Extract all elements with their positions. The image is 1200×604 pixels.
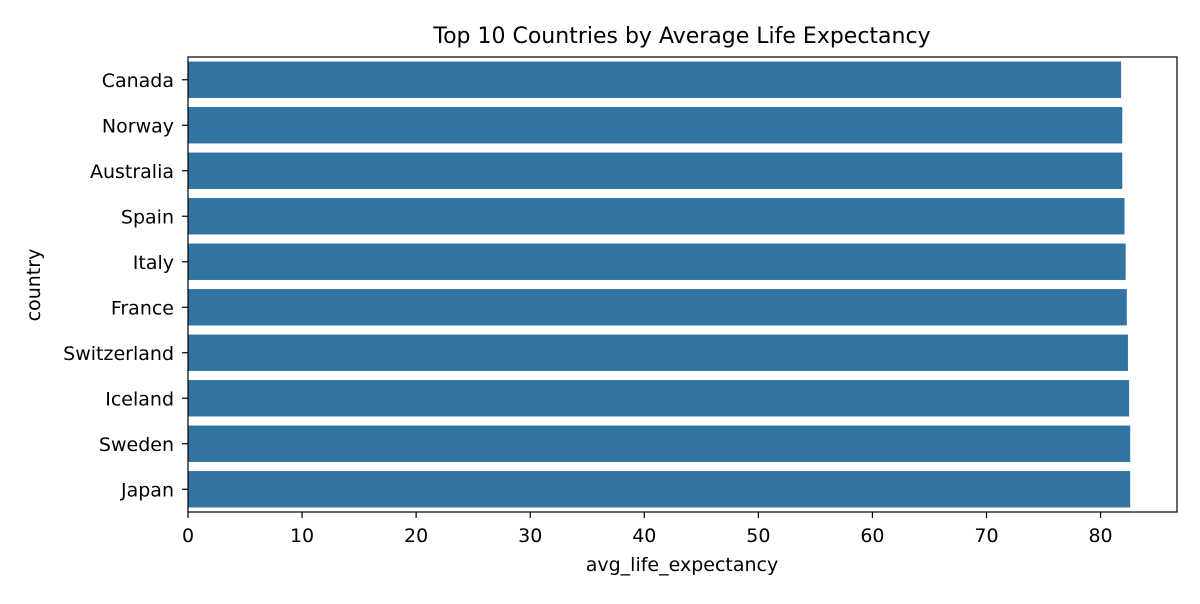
bar-france: [188, 289, 1127, 326]
x-tick-label: 50: [746, 525, 770, 547]
y-tick-label: Sweden: [99, 434, 174, 456]
x-tick-label: 20: [404, 525, 428, 547]
y-tick-label: Australia: [90, 161, 174, 183]
plot-frame: [187, 56, 1178, 513]
x-tick-label: 0: [182, 525, 194, 547]
y-axis-ticks: Canada Norway Australia Spain Italy France Swi…: [63, 70, 188, 501]
y-tick-label: Norway: [102, 115, 174, 137]
y-tick-label: Switzerland: [63, 343, 174, 365]
bar-spain: [188, 198, 1125, 235]
x-tick-label: 60: [860, 525, 884, 547]
y-tick-label: France: [111, 297, 174, 319]
y-tick-label: Spain: [121, 206, 174, 228]
bar-italy: [188, 243, 1126, 280]
x-axis-ticks: 0 10 20 30 40 50 60 70 80: [182, 512, 1113, 547]
bar-japan: [188, 471, 1131, 508]
x-axis-label: avg_life_expectancy: [586, 554, 779, 576]
bar-australia: [188, 152, 1123, 189]
bars-layer: [188, 61, 1131, 508]
y-axis-label: country: [23, 249, 45, 322]
y-tick-label: Japan: [120, 479, 174, 501]
bar-canada: [188, 61, 1122, 98]
x-tick-label: 80: [1088, 525, 1112, 547]
y-tick-label: Canada: [102, 70, 174, 92]
bar-switzerland: [188, 334, 1128, 371]
chart-title: Top 10 Countries by Average Life Expecta…: [432, 24, 930, 49]
bar-iceland: [188, 380, 1130, 417]
bar-norway: [188, 107, 1123, 144]
y-tick-label: Iceland: [105, 388, 174, 410]
x-tick-label: 10: [290, 525, 314, 547]
bar-sweden: [188, 425, 1131, 462]
x-tick-label: 40: [632, 525, 656, 547]
y-tick-label: Italy: [133, 252, 174, 274]
x-tick-label: 30: [518, 525, 542, 547]
x-tick-label: 70: [974, 525, 998, 547]
